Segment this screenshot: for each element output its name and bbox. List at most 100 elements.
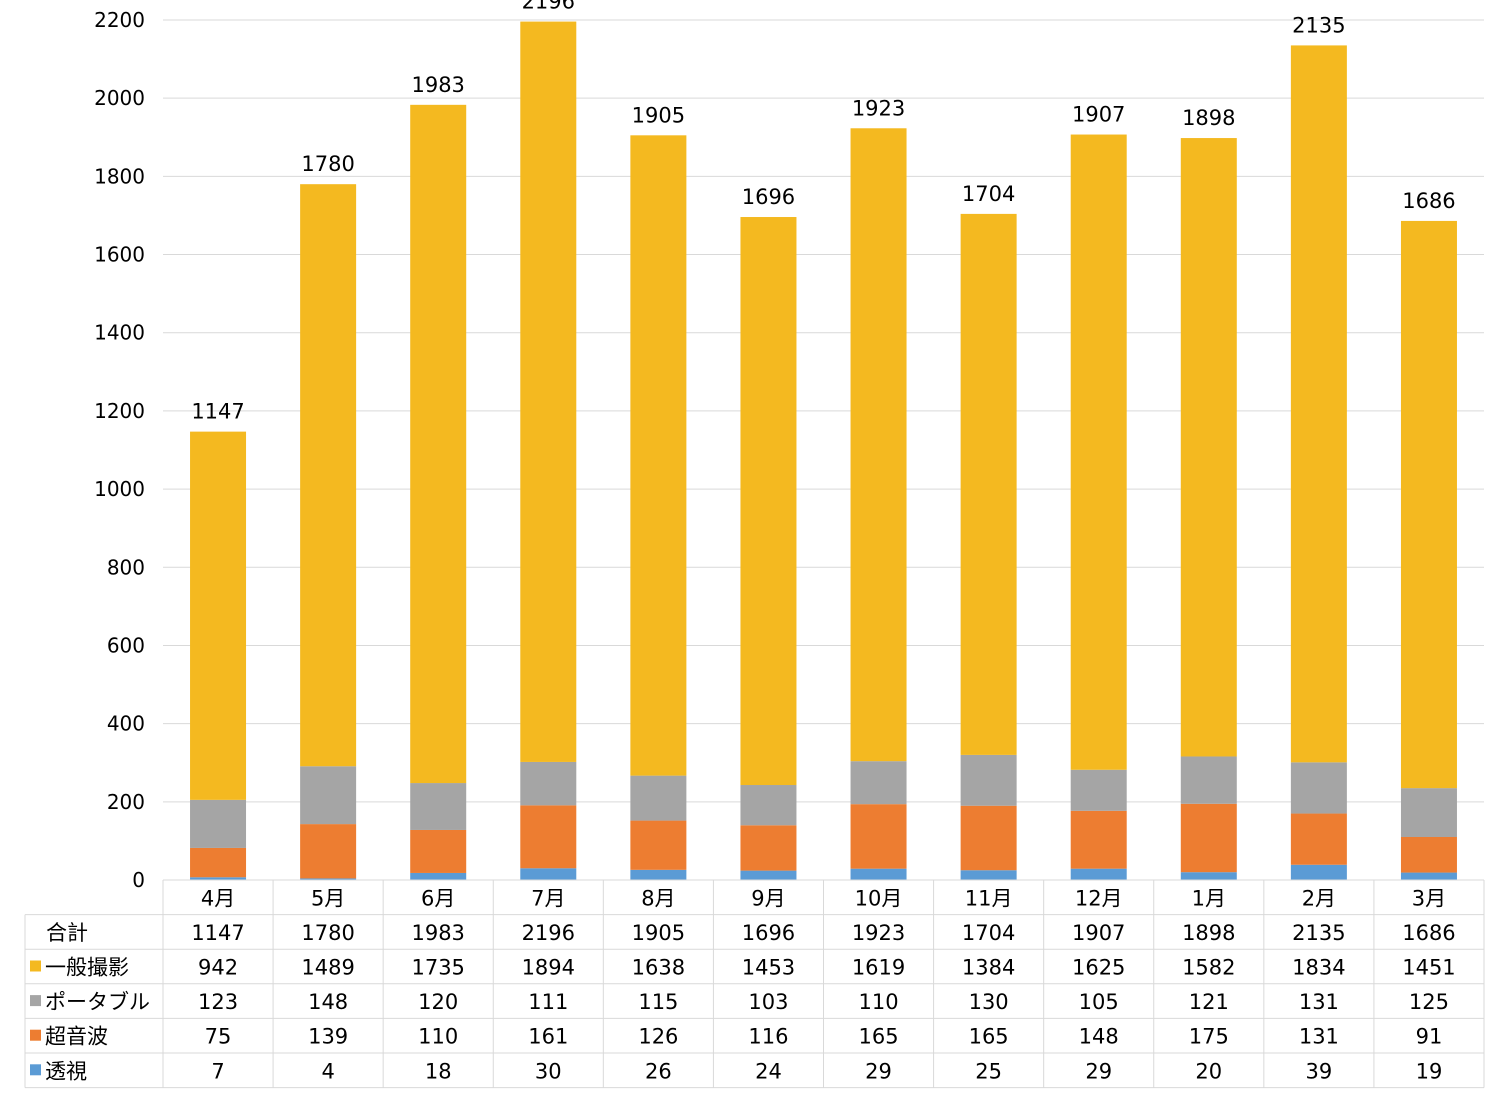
y-tick-label: 600 bbox=[107, 633, 145, 657]
x-tick-label: 7月 bbox=[531, 886, 565, 910]
total-data-label: 2135 bbox=[1292, 13, 1345, 37]
bar-segment bbox=[850, 868, 907, 880]
table-cell: 110 bbox=[858, 990, 898, 1014]
table-cell: 126 bbox=[638, 1025, 678, 1049]
legend-key bbox=[30, 995, 41, 1007]
bar-segment bbox=[1070, 134, 1127, 770]
bar-segment bbox=[740, 217, 797, 786]
x-tick-label: 12月 bbox=[1075, 886, 1123, 910]
table-cell: 103 bbox=[748, 990, 788, 1014]
bar-segment bbox=[1290, 813, 1347, 865]
bar-segment bbox=[1180, 803, 1237, 873]
bar-segment bbox=[850, 761, 907, 805]
table-cell: 26 bbox=[645, 1059, 672, 1083]
table-cell: 1905 bbox=[632, 921, 685, 945]
table-cell: 1451 bbox=[1402, 956, 1455, 980]
table-cell: 105 bbox=[1079, 990, 1119, 1014]
table-cell: 148 bbox=[308, 990, 348, 1014]
total-data-label: 1696 bbox=[742, 185, 795, 209]
bar-segment bbox=[1400, 872, 1457, 880]
y-tick-label: 2200 bbox=[94, 8, 145, 32]
bar-segment bbox=[630, 775, 687, 821]
table-cell: 125 bbox=[1409, 990, 1449, 1014]
table-cell: 111 bbox=[528, 990, 568, 1014]
bar-segment bbox=[1070, 769, 1127, 811]
bar-segment bbox=[630, 820, 687, 870]
bar-segment bbox=[1400, 788, 1457, 837]
table-row-label: 合計 bbox=[46, 921, 88, 945]
bar-segment bbox=[1400, 837, 1457, 873]
table-cell: 1696 bbox=[742, 921, 795, 945]
table-cell: 165 bbox=[969, 1025, 1009, 1049]
table-row-label: 一般撮影 bbox=[45, 956, 129, 980]
y-axis-ticks: 0 200 400 600 800 1000 1200 1400 1600 1800 2000 220… bbox=[94, 8, 145, 892]
y-tick-label: 1800 bbox=[94, 164, 145, 188]
table-cell: 1898 bbox=[1182, 921, 1235, 945]
table-cell: 1704 bbox=[962, 921, 1015, 945]
x-tick-label: 3月 bbox=[1412, 886, 1446, 910]
bar-segment bbox=[410, 783, 467, 830]
table-cell: 29 bbox=[865, 1059, 892, 1083]
bar-segment bbox=[410, 829, 467, 873]
bar-segment bbox=[300, 766, 357, 825]
table-cell: 7 bbox=[211, 1059, 224, 1083]
bar-segment bbox=[630, 869, 687, 880]
bar-segment bbox=[850, 804, 907, 869]
table-cell: 165 bbox=[858, 1025, 898, 1049]
total-data-label: 1780 bbox=[301, 152, 354, 176]
table-cell: 30 bbox=[535, 1059, 562, 1083]
table-cell: 1638 bbox=[632, 956, 685, 980]
bar-segment bbox=[960, 213, 1017, 755]
table-cell: 161 bbox=[528, 1025, 568, 1049]
table-cell: 123 bbox=[198, 990, 238, 1014]
bar-segment bbox=[1180, 138, 1237, 757]
table-cell: 139 bbox=[308, 1025, 348, 1049]
y-tick-label: 200 bbox=[107, 790, 145, 814]
bar-segment bbox=[740, 825, 797, 871]
x-tick-label: 6月 bbox=[421, 886, 455, 910]
table-cell: 115 bbox=[638, 990, 678, 1014]
gridlines bbox=[163, 19, 1484, 881]
bar-segment bbox=[1180, 872, 1237, 880]
legend-key bbox=[30, 1029, 41, 1041]
bar-segment bbox=[410, 104, 467, 784]
legend-key bbox=[30, 960, 41, 972]
y-tick-label: 2000 bbox=[94, 86, 145, 110]
bar-segment bbox=[1400, 220, 1457, 789]
bar-segment bbox=[850, 128, 907, 762]
total-data-label: 1686 bbox=[1402, 189, 1455, 213]
bar-segment bbox=[520, 761, 577, 806]
table-cell: 2196 bbox=[522, 921, 575, 945]
table-cell: 1894 bbox=[522, 956, 575, 980]
x-tick-label: 1月 bbox=[1192, 886, 1226, 910]
bar-segment bbox=[1290, 45, 1347, 763]
bar-segment bbox=[190, 847, 247, 878]
bars bbox=[190, 21, 1457, 880]
table-cell: 19 bbox=[1416, 1059, 1443, 1083]
bar-segment bbox=[1070, 810, 1127, 869]
x-tick-label: 2月 bbox=[1302, 886, 1336, 910]
bar-segment bbox=[300, 824, 357, 879]
bar-segment bbox=[410, 872, 467, 880]
bar-segment bbox=[190, 799, 247, 848]
table-cell: 1453 bbox=[742, 956, 795, 980]
y-tick-label: 400 bbox=[107, 712, 145, 736]
y-tick-label: 0 bbox=[132, 868, 145, 892]
table-cell: 1619 bbox=[852, 956, 905, 980]
bar-segment bbox=[960, 805, 1017, 871]
table-row-label: 透視 bbox=[45, 1059, 87, 1083]
bar-segment bbox=[520, 868, 577, 880]
table-cell: 1735 bbox=[411, 956, 464, 980]
bar-segment bbox=[1070, 868, 1127, 880]
x-tick-label: 11月 bbox=[965, 886, 1013, 910]
total-data-label: 1898 bbox=[1182, 106, 1235, 130]
bar-segment bbox=[1290, 762, 1347, 814]
table-cell: 91 bbox=[1416, 1025, 1443, 1049]
table-cell: 39 bbox=[1306, 1059, 1333, 1083]
table-cell: 2135 bbox=[1292, 921, 1345, 945]
table-row-label: ポータブル bbox=[45, 990, 150, 1014]
table-cell: 1923 bbox=[852, 921, 905, 945]
table-cell: 18 bbox=[425, 1059, 452, 1083]
